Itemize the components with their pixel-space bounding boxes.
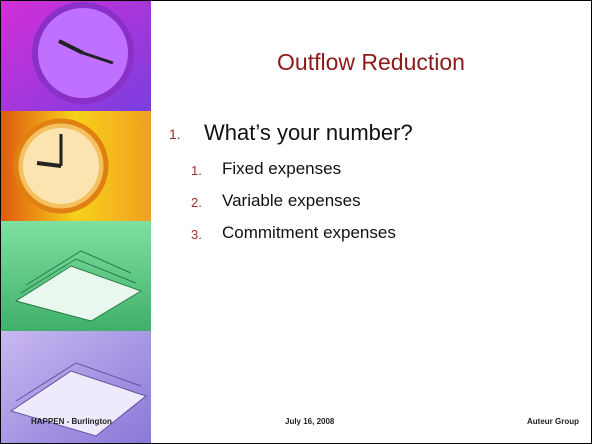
slide: Outflow Reduction 1. What’s your number?… — [0, 0, 592, 444]
item-number: 2. — [191, 195, 202, 210]
footer-left: HAPPEN - Burlington — [31, 417, 112, 426]
footer-right: Auteur Group — [527, 417, 579, 426]
footer-center: July 16, 2008 — [285, 417, 334, 426]
image-strip — [1, 1, 151, 443]
item-text: Fixed expenses — [222, 159, 341, 179]
item-text: Variable expenses — [222, 191, 361, 211]
list-text: What’s your number? — [204, 120, 413, 146]
slide-title: Outflow Reduction — [151, 49, 591, 76]
item-text: Commitment expenses — [222, 223, 396, 243]
item-number: 1. — [191, 163, 202, 178]
list-number: 1. — [169, 126, 181, 142]
item-number: 3. — [191, 227, 202, 242]
